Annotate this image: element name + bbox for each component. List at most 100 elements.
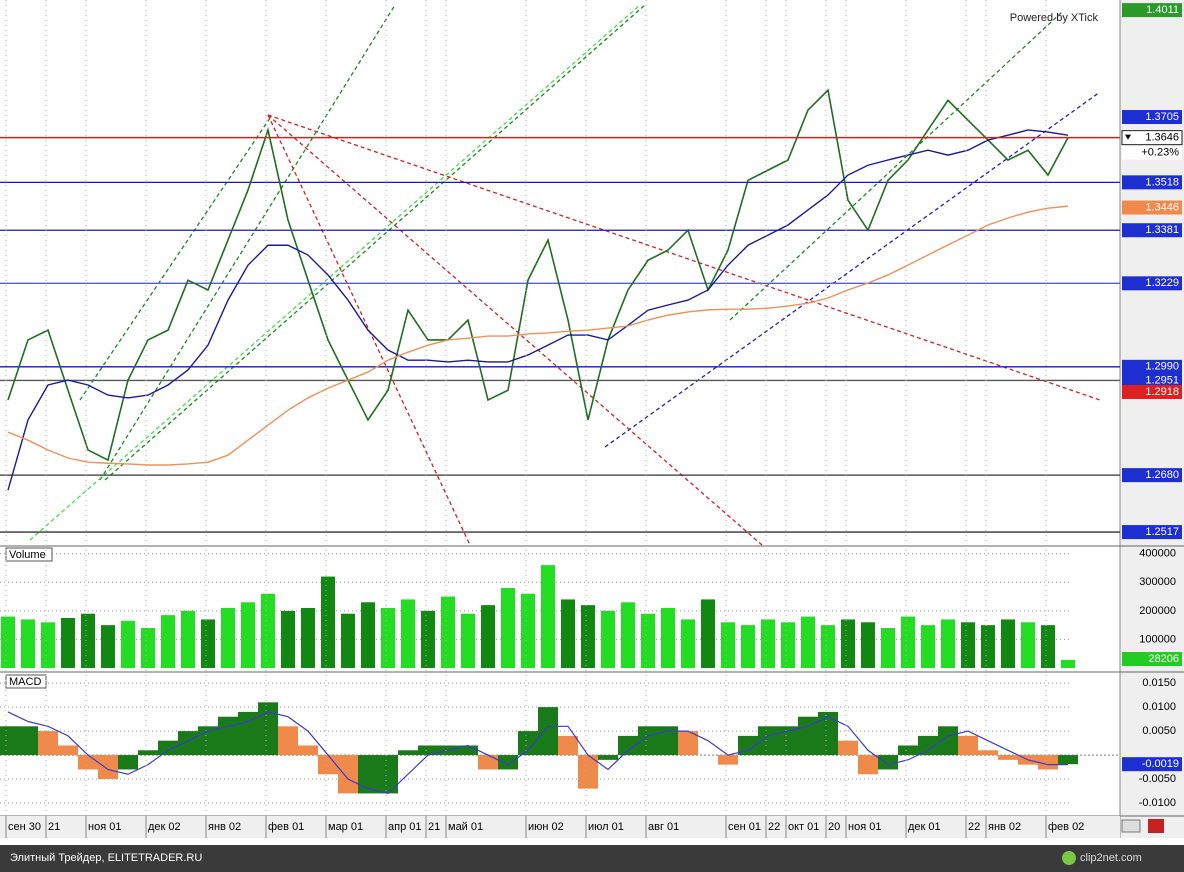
macd-bar <box>258 702 278 756</box>
macd-bar <box>138 750 158 756</box>
volume-bar <box>921 625 935 668</box>
toolbar-button[interactable] <box>1148 819 1164 833</box>
volume-bar <box>881 628 895 668</box>
macd-bar <box>878 755 898 770</box>
y-tick-label: -0.0050 <box>1139 773 1176 785</box>
volume-bar <box>781 622 795 668</box>
last-macd-box <box>1122 757 1182 772</box>
last-price-arrow <box>1125 134 1131 140</box>
x-tick-label: 21 <box>428 821 440 833</box>
macd-bar <box>718 755 738 765</box>
macd-bar <box>858 755 878 775</box>
macd-bar <box>778 726 798 756</box>
level-label: 1.2680 <box>1145 469 1179 481</box>
x-tick-label: янв 02 <box>988 821 1021 833</box>
change-box <box>1122 145 1182 160</box>
volume-bar <box>1041 625 1055 668</box>
macd-bar <box>638 726 658 756</box>
footer-bar <box>0 845 1184 872</box>
y-tick-label: -0.0100 <box>1139 797 1176 809</box>
trend-line <box>99 4 396 481</box>
volume-bar <box>521 593 535 668</box>
macd-bar <box>418 745 438 756</box>
level-label-box <box>1122 3 1182 18</box>
volume-bar <box>601 610 615 668</box>
last-price-label: 1.3646 <box>1145 132 1179 144</box>
last-macd-label: -0.0019 <box>1142 758 1179 770</box>
x-tick-label: янв 02 <box>208 821 241 833</box>
level-label-box <box>1122 175 1182 190</box>
macd-bar <box>318 755 338 775</box>
change-label: +0.23% <box>1141 147 1179 159</box>
volume-bar <box>681 619 695 668</box>
footer-text: Элитный Трейдер, ELITETRADER.RU <box>10 852 202 864</box>
trend-line <box>604 91 1101 448</box>
volume-bar <box>561 599 575 668</box>
x-tick-label: 20 <box>828 821 840 833</box>
macd-bar <box>678 731 698 756</box>
volume-bar <box>741 625 755 668</box>
panel-title: Volume <box>9 549 46 561</box>
macd-bar <box>818 711 838 756</box>
volume-bar <box>901 616 915 668</box>
y-tick-label: 300000 <box>1139 576 1176 588</box>
price-line <box>7 129 1069 491</box>
volume-bar <box>721 622 735 668</box>
x-tick-label: сен 01 <box>728 821 761 833</box>
level-label-box <box>1122 200 1182 215</box>
level-label: 1.3446 <box>1145 201 1179 213</box>
volume-bar <box>481 605 495 668</box>
volume-bar <box>641 613 655 668</box>
price-line <box>7 88 1069 462</box>
level-label: 1.3518 <box>1145 176 1179 188</box>
y-tick-label: 400000 <box>1139 548 1176 560</box>
volume-bar <box>661 608 675 668</box>
volume-bar <box>841 619 855 668</box>
level-label-box <box>1122 384 1182 399</box>
trend-line <box>729 11 1063 321</box>
volume-bar <box>281 610 295 668</box>
x-tick-label: авг 01 <box>648 821 679 833</box>
trend-line <box>29 4 641 541</box>
volume-bar <box>341 613 355 668</box>
volume-bar <box>821 625 835 668</box>
macd-bar <box>18 726 38 756</box>
volume-bar <box>1021 622 1035 668</box>
x-tick-label: 22 <box>768 821 780 833</box>
macd-bar <box>158 740 178 756</box>
macd-bar <box>578 755 598 789</box>
macd-bar <box>518 731 538 756</box>
macd-bar <box>978 750 998 756</box>
level-label-box <box>1122 110 1182 125</box>
last-volume-label: 28206 <box>1148 653 1179 665</box>
volume-bar <box>621 602 635 668</box>
volume-bar <box>761 619 775 668</box>
x-tick-label: апр 01 <box>388 821 421 833</box>
macd-bar <box>78 755 98 770</box>
y-tick-label: 0.0100 <box>1142 701 1176 713</box>
toolbar-button[interactable] <box>1121 819 1141 833</box>
macd-bar <box>558 735 578 756</box>
last-price-box <box>1121 130 1183 146</box>
macd-bar <box>938 726 958 756</box>
volume-bar <box>261 593 275 668</box>
volume-bar <box>461 613 475 668</box>
volume-bar <box>801 616 815 668</box>
volume-bar <box>81 613 95 668</box>
panel-title-box <box>5 674 47 689</box>
level-label-box <box>1122 525 1182 540</box>
macd-bar <box>918 735 938 756</box>
y-tick-label: 0.0050 <box>1142 725 1176 737</box>
volume-bar <box>701 599 715 668</box>
macd-bar <box>38 731 58 756</box>
volume-bar <box>301 608 315 668</box>
macd-bar <box>498 755 518 770</box>
volume-bar <box>61 618 75 668</box>
level-label: 1.2951 <box>1145 374 1179 386</box>
volume-bar <box>141 628 155 668</box>
volume-bar <box>441 596 455 668</box>
x-tick-label: июн 02 <box>528 821 564 833</box>
level-label: 1.2990 <box>1145 361 1179 373</box>
trend-line <box>79 117 271 401</box>
